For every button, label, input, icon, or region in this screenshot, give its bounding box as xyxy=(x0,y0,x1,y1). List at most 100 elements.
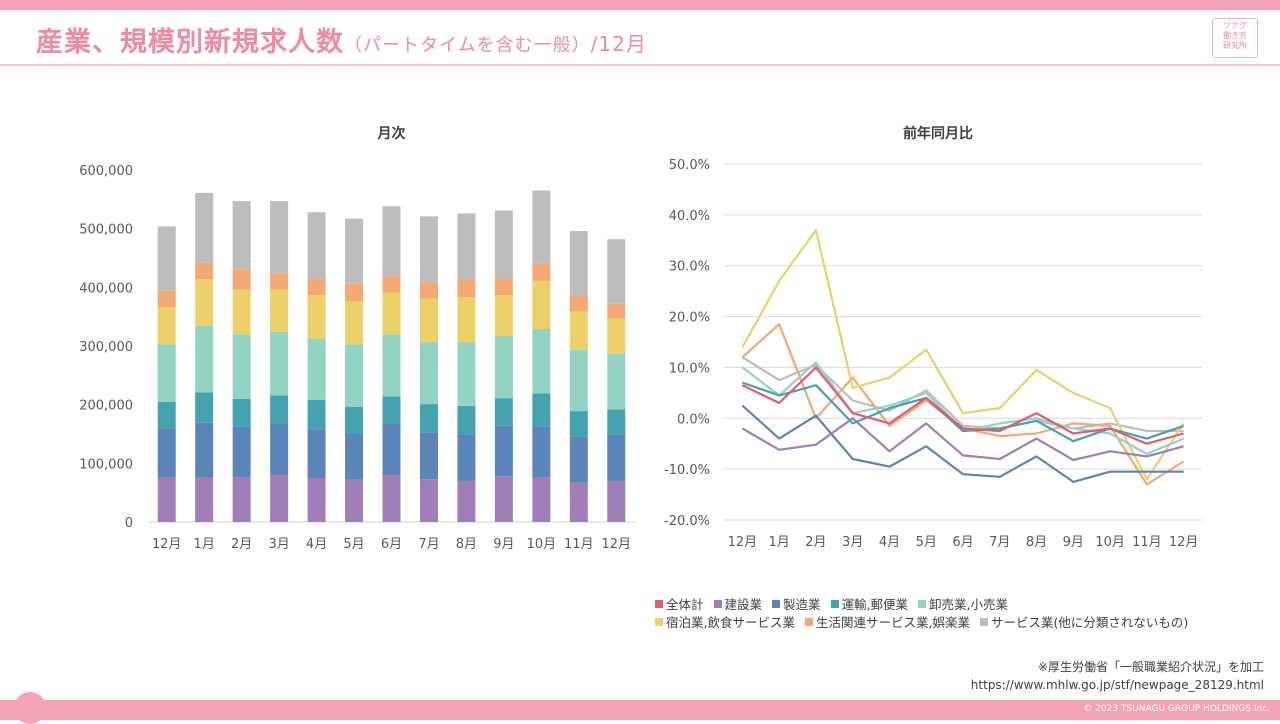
legend-label: サービス業(他に分類されないもの) xyxy=(990,615,1189,630)
bar-segment xyxy=(157,428,176,478)
bar-segment xyxy=(232,289,251,335)
series-line xyxy=(741,323,1185,486)
title-subtitle: （パートタイムを含む一般） xyxy=(344,35,591,56)
x-tick-label: 12月 xyxy=(728,535,758,550)
bar-segment xyxy=(270,201,289,274)
logo-line-3: 研究所 xyxy=(1223,41,1247,50)
bar-segment xyxy=(307,399,326,430)
legend-item: サービス業(他に分類されないもの) xyxy=(979,614,1189,632)
source-note: ※厚生労働省「一般職業紹介状況」を加工 https://www.mhlw.go.… xyxy=(971,658,1264,694)
legend-swatch-total xyxy=(655,600,663,608)
bar-segment xyxy=(419,404,438,433)
bar-segment xyxy=(157,307,176,345)
bottom-accent-bar xyxy=(0,700,1280,720)
bar-segment xyxy=(494,476,513,522)
legend-row-1: 全体計 建設業 製造業 運輸,郵便業 卸売業,小売業 xyxy=(655,596,1255,614)
x-tick-label: 3月 xyxy=(842,535,863,550)
bar-segment xyxy=(457,480,476,522)
bar-segment xyxy=(345,218,364,284)
x-tick-label: 12月 xyxy=(601,537,631,552)
series-line xyxy=(741,417,1184,462)
bar-segment xyxy=(195,326,214,393)
bar-segment xyxy=(457,342,476,406)
bar-segment xyxy=(532,477,551,522)
bar-segment xyxy=(232,334,251,399)
y-tick-label: 30.0% xyxy=(669,260,710,275)
legend-item: 製造業 xyxy=(772,596,821,614)
yoy-line-chart: 前年同月比 -20.0% -10.0% 0.0% 10.0% 20.0% 30.0% 40.0… xyxy=(664,125,1202,550)
legend-label: 建設業 xyxy=(724,597,763,612)
y-tick-label: 400,000 xyxy=(79,281,133,296)
bar-segment xyxy=(494,425,513,477)
legend-label: 宿泊業,飲食サービス業 xyxy=(666,615,795,630)
x-tick-label: 6月 xyxy=(381,537,402,552)
bar-segment xyxy=(345,344,364,408)
bar-segment xyxy=(232,426,251,478)
x-tick-label: 10月 xyxy=(527,537,557,552)
x-tick-label: 2月 xyxy=(231,537,252,552)
source-text: ※厚生労働省「一般職業紹介状況」を加工 xyxy=(1037,660,1264,674)
bar-segment xyxy=(569,231,588,296)
legend-swatch-hospitality xyxy=(655,618,663,626)
bar-segment xyxy=(532,426,551,478)
y-tick-label: 20.0% xyxy=(669,311,710,326)
bar-segment xyxy=(382,276,401,293)
x-tick-label: 12月 xyxy=(1169,535,1199,550)
bar-segment xyxy=(195,279,214,327)
bar-segment xyxy=(345,283,364,302)
bar-segment xyxy=(382,334,401,397)
series-line xyxy=(741,229,1185,481)
y-tick-label: 0.0% xyxy=(677,412,710,427)
title-main: 産業、規模別新規求人数 xyxy=(36,27,344,58)
bar-segment xyxy=(232,201,251,270)
x-tick-label: 10月 xyxy=(1095,535,1125,550)
bar-segment xyxy=(607,239,626,304)
bar-segment xyxy=(232,398,251,427)
bar-segment xyxy=(157,290,176,308)
copyright: © 2023 TSUNAGU GROUP HOLDINGS Inc. xyxy=(1083,704,1270,714)
bar-segment xyxy=(270,423,289,476)
bar-segment xyxy=(569,311,588,351)
bar-segment xyxy=(307,429,326,478)
bar-segment xyxy=(532,263,551,281)
legend-swatch-manufacturing xyxy=(772,600,780,608)
legend-swatch-construction xyxy=(713,600,722,608)
bar-segment xyxy=(419,432,438,480)
series-line xyxy=(741,356,1184,433)
bar-segment xyxy=(607,353,626,410)
title-divider xyxy=(0,64,1280,66)
bar-segment xyxy=(532,328,551,394)
x-tick-label: 8月 xyxy=(1026,535,1047,550)
bar-segment xyxy=(195,192,214,263)
bar-segment xyxy=(195,262,214,280)
x-tick-label: 5月 xyxy=(343,537,364,552)
x-tick-label: 6月 xyxy=(952,535,973,550)
bar-segment xyxy=(532,393,551,427)
x-tick-label: 4月 xyxy=(306,537,327,552)
bar-segment xyxy=(607,318,626,354)
bar-segment xyxy=(382,206,401,277)
bar-segment xyxy=(419,479,438,522)
y-tick-label: 100,000 xyxy=(79,457,133,472)
bar-segment xyxy=(270,289,289,332)
x-tick-label: 4月 xyxy=(879,535,900,550)
bar-segment xyxy=(494,294,513,337)
x-tick-label: 5月 xyxy=(916,535,937,550)
company-logo: ツナグ 働き方 研究所 xyxy=(1212,18,1258,58)
bar-segment xyxy=(382,475,401,522)
y-tick-label: 0 xyxy=(125,516,133,531)
legend-swatch-services-other xyxy=(979,618,988,626)
source-url[interactable]: https://www.mhlw.go.jp/stf/newpage_28129… xyxy=(970,678,1264,692)
bar-segment xyxy=(419,298,438,343)
bar-segment xyxy=(494,398,513,426)
bar-segment xyxy=(232,477,251,522)
legend-swatch-retail xyxy=(917,600,926,608)
bar-segment xyxy=(382,396,401,425)
page-title: 産業、規模別新規求人数（パートタイムを含む一般）/12月 xyxy=(36,20,647,59)
x-tick-label: 12月 xyxy=(152,537,182,552)
x-tick-label: 11月 xyxy=(1132,535,1162,550)
chart-legend: 全体計 建設業 製造業 運輸,郵便業 卸売業,小売業 宿泊業,飲食サービス業 生… xyxy=(655,596,1255,632)
y-tick-label: 200,000 xyxy=(79,399,133,414)
y-tick-label: 500,000 xyxy=(79,223,133,238)
bar-segment xyxy=(157,401,176,429)
